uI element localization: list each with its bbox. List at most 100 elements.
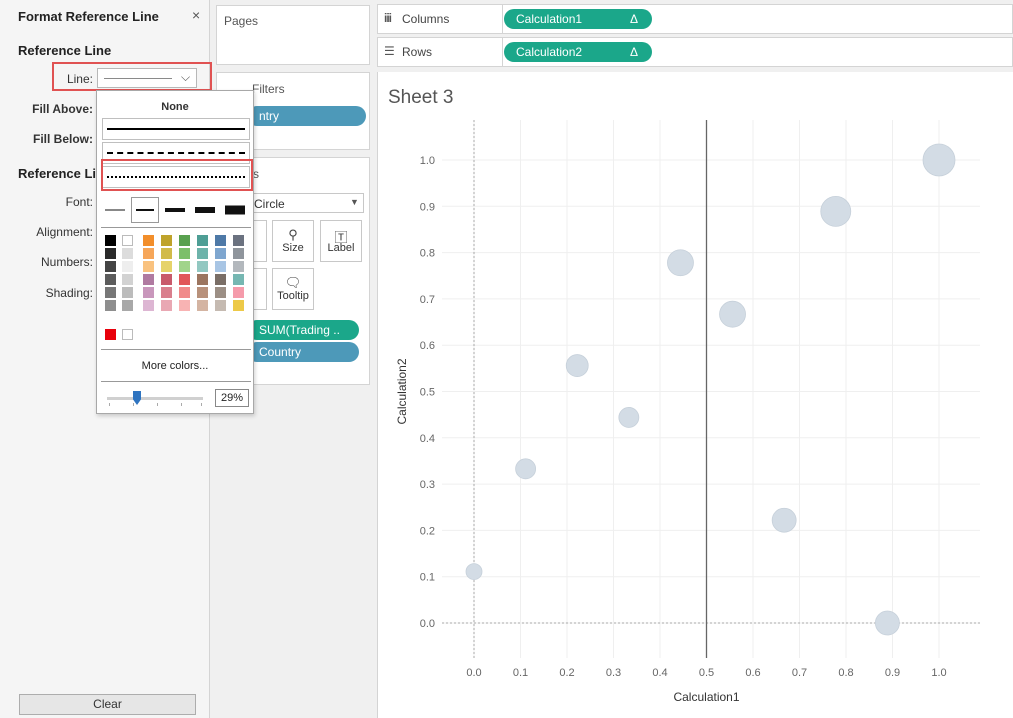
color-swatch[interactable] (233, 300, 244, 311)
color-swatch[interactable] (179, 274, 190, 285)
color-swatch[interactable] (197, 287, 208, 298)
color-swatch[interactable] (161, 287, 172, 298)
recent-color-swatch[interactable] (105, 329, 116, 340)
color-swatch[interactable] (197, 300, 208, 311)
label-button[interactable]: 🅃 Label (320, 220, 362, 262)
x-tick-label: 0.5 (699, 667, 714, 679)
more-colors-button[interactable]: More colors... (141, 360, 209, 372)
color-swatch[interactable] (179, 261, 190, 272)
color-swatch[interactable] (105, 248, 116, 259)
color-swatch[interactable] (143, 274, 154, 285)
color-swatch[interactable] (161, 248, 172, 259)
color-swatch[interactable] (161, 261, 172, 272)
color-swatch[interactable] (233, 287, 244, 298)
x-tick-label: 0.1 (513, 667, 528, 679)
section-reference-label: Reference Li (18, 166, 97, 181)
color-swatch[interactable] (105, 261, 116, 272)
line-width-4[interactable] (191, 197, 219, 223)
color-swatch[interactable] (215, 300, 226, 311)
color-swatch[interactable] (215, 261, 226, 272)
slider-tick (181, 403, 182, 406)
color-swatch[interactable] (161, 300, 172, 311)
x-tick-label: 0.4 (652, 667, 667, 679)
columns-pill[interactable]: Calculation1 Δ (504, 9, 652, 29)
color-swatch[interactable] (215, 287, 226, 298)
sheet-view: Sheet 3 0.0 0.1 0.2 0.3 0.4 0.5 0.6 0.7 0.8 0.9 1.… (377, 72, 1013, 718)
color-swatch[interactable] (105, 274, 116, 285)
alignment-label: Alignment: (36, 225, 93, 239)
color-swatch[interactable] (179, 248, 190, 259)
mark-type-dropdown[interactable]: Circle ▼ (247, 193, 364, 213)
rows-icon: ☰ (384, 44, 395, 58)
x-tick-label: 1.0 (931, 667, 946, 679)
rows-pill[interactable]: Calculation2 Δ (504, 42, 652, 62)
scatter-point (667, 249, 694, 277)
color-swatch[interactable] (233, 261, 244, 272)
opacity-input[interactable]: 29% (215, 389, 249, 407)
size-pill[interactable]: SUM(Trading .. (247, 320, 359, 340)
color-swatch[interactable] (161, 274, 172, 285)
tooltip-button[interactable]: 🗨 Tooltip (272, 268, 314, 310)
tooltip-icon: 🗨 (284, 275, 302, 290)
color-swatch[interactable] (122, 287, 133, 298)
color-swatch[interactable] (143, 235, 154, 246)
shelf-divider (502, 38, 503, 67)
color-swatch[interactable] (122, 300, 133, 311)
fill-below-label: Fill Below: (33, 132, 93, 146)
line-width-2[interactable] (131, 197, 159, 223)
color-swatch[interactable] (105, 300, 116, 311)
line-width-3[interactable] (161, 197, 189, 223)
color-swatch[interactable] (233, 248, 244, 259)
shelf-divider (502, 5, 503, 34)
scatter-point (874, 610, 900, 636)
color-swatch[interactable] (179, 300, 190, 311)
clear-button[interactable]: Clear (19, 694, 196, 715)
y-tick-label: 0.5 (420, 387, 435, 399)
color-swatch[interactable] (215, 235, 226, 246)
color-swatch[interactable] (197, 261, 208, 272)
color-swatch[interactable] (161, 235, 172, 246)
line-width-5[interactable] (221, 197, 249, 223)
color-swatch[interactable] (105, 235, 116, 246)
filter-pill-country[interactable]: ntry (247, 106, 366, 126)
scatter-point (820, 195, 852, 227)
color-swatch[interactable] (197, 235, 208, 246)
color-swatch[interactable] (179, 287, 190, 298)
color-swatch[interactable] (105, 287, 116, 298)
opacity-slider-thumb[interactable] (133, 391, 141, 405)
color-swatch[interactable] (215, 274, 226, 285)
color-swatch[interactable] (215, 248, 226, 259)
color-swatch[interactable] (122, 248, 133, 259)
mark-type-value: Circle (254, 197, 285, 211)
recent-color-swatch[interactable] (122, 329, 133, 340)
color-swatch[interactable] (122, 274, 133, 285)
size-button[interactable]: ⚲ Size (272, 220, 314, 262)
color-swatch[interactable] (179, 235, 190, 246)
detail-pill-country[interactable]: Country (247, 342, 359, 362)
color-swatch[interactable] (233, 235, 244, 246)
close-icon[interactable]: × (192, 7, 201, 23)
line-style-dashed[interactable] (102, 142, 250, 164)
color-swatch[interactable] (143, 248, 154, 259)
x-tick-label: 0.8 (838, 667, 853, 679)
delta-icon: Δ (630, 45, 639, 59)
line-none-option[interactable]: None (161, 101, 189, 113)
line-style-dropdown[interactable]: ⌵ (97, 68, 197, 88)
y-tick-label: 0.3 (420, 479, 435, 491)
color-swatch[interactable] (233, 274, 244, 285)
scatter-point (719, 300, 746, 328)
scatter-point (618, 407, 640, 428)
columns-label: Columns (402, 12, 450, 26)
color-swatch[interactable] (122, 261, 133, 272)
opacity-slider-track[interactable] (107, 397, 203, 400)
color-swatch[interactable] (122, 235, 133, 246)
color-swatch[interactable] (197, 274, 208, 285)
color-swatch[interactable] (143, 300, 154, 311)
line-style-solid[interactable] (102, 118, 250, 140)
color-swatch[interactable] (143, 287, 154, 298)
color-swatch[interactable] (197, 248, 208, 259)
color-swatch[interactable] (143, 261, 154, 272)
line-width-1[interactable] (101, 197, 129, 223)
panel-title: Format Reference Line (18, 9, 159, 24)
slider-tick (133, 403, 134, 406)
